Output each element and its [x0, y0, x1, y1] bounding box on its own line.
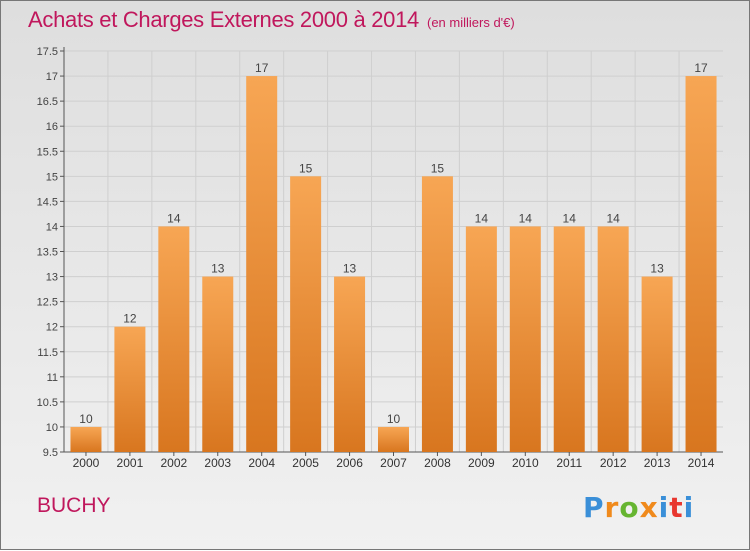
bar — [378, 426, 409, 452]
data-label: 13 — [211, 262, 225, 276]
y-tick-label: 15.5 — [37, 146, 58, 158]
x-tick-label: 2006 — [336, 456, 363, 470]
logo-letter: x — [639, 491, 659, 524]
y-tick-label: 16.5 — [37, 96, 58, 108]
x-tick-labels: 2000 2001 2002 2003 2004 2005 2006 2007 2008 2009… — [73, 456, 715, 470]
bar — [290, 176, 322, 452]
y-tick-label: 17 — [46, 71, 58, 83]
data-label: 13 — [343, 262, 357, 276]
data-label: 10 — [79, 412, 93, 426]
logo-letter: i — [658, 491, 670, 524]
x-tick-label: 2003 — [204, 456, 231, 470]
data-label: 17 — [694, 61, 708, 75]
data-label: 15 — [299, 161, 313, 175]
bar — [597, 226, 629, 452]
x-tick-label: 2014 — [688, 456, 715, 470]
bars — [70, 76, 717, 452]
data-label: 12 — [123, 312, 137, 326]
location-name: BUCHY — [37, 494, 111, 517]
y-tick-label: 10 — [46, 422, 58, 434]
data-label: 10 — [387, 412, 401, 426]
bar — [334, 276, 366, 452]
x-tick-label: 2002 — [160, 456, 187, 470]
bar — [70, 426, 102, 452]
logo-letter: P — [583, 491, 605, 524]
y-tick-label: 9.5 — [43, 447, 58, 459]
y-tick-label: 10.5 — [37, 397, 58, 409]
data-label: 15 — [431, 161, 445, 175]
bar — [246, 76, 278, 452]
logo-letter: r — [604, 491, 620, 524]
y-tick-label: 11.5 — [37, 347, 58, 359]
logo-letter: t — [669, 491, 684, 524]
y-tick-label: 15 — [46, 171, 58, 183]
logo-letter: o — [619, 491, 640, 524]
y-tick-label: 16 — [46, 121, 58, 133]
y-tick-label: 12.5 — [37, 297, 58, 309]
bar — [465, 226, 497, 452]
y-tick-labels: 9.5 10 10.5 11 11.5 12 12.5 13 13.5 14 14.5 15 15.5 1… — [37, 46, 58, 459]
bar — [553, 226, 585, 452]
x-tick-label: 2008 — [424, 456, 451, 470]
y-tick-label: 11 — [47, 372, 58, 384]
bar — [509, 226, 541, 452]
bar — [158, 226, 190, 452]
bar — [685, 76, 717, 452]
bar — [641, 276, 673, 452]
y-tick-label: 17.5 — [37, 46, 58, 58]
data-label: 14 — [606, 211, 620, 225]
x-tick-label: 2005 — [292, 456, 319, 470]
y-tick-label: 13 — [46, 272, 58, 284]
data-label: 14 — [167, 211, 181, 225]
data-label: 13 — [650, 262, 664, 276]
data-label: 14 — [475, 211, 489, 225]
x-tick-label: 2000 — [73, 456, 100, 470]
title-row: Achats et Charges Externes 2000 à 2014 (e… — [28, 7, 515, 33]
data-label: 14 — [519, 211, 533, 225]
y-tick-label: 13.5 — [37, 247, 58, 259]
x-tick-label: 2012 — [600, 456, 627, 470]
x-tick-label: 2010 — [512, 456, 539, 470]
data-labels: 10 12 14 13 17 15 13 10 15 14 14 14 14 13 17 — [79, 61, 708, 426]
x-tick-label: 2004 — [248, 456, 275, 470]
data-label: 14 — [563, 211, 577, 225]
chart-title: Achats et Charges Externes 2000 à 2014 — [28, 7, 419, 32]
bar — [421, 176, 453, 452]
y-tick-label: 14.5 — [37, 196, 58, 208]
x-tick-label: 2009 — [468, 456, 495, 470]
logo-letter: i — [683, 491, 695, 524]
proxiti-logo: Proxiti — [583, 491, 694, 524]
chart-subtitle: (en milliers d'€) — [426, 15, 515, 30]
bar — [202, 276, 234, 452]
y-tick-label: 12 — [46, 322, 58, 334]
bar — [114, 326, 146, 452]
x-tick-label: 2007 — [380, 456, 407, 470]
data-label: 17 — [255, 61, 269, 75]
x-tick-label: 2013 — [644, 456, 671, 470]
x-tick-label: 2011 — [556, 456, 582, 470]
y-tick-label: 14 — [46, 221, 58, 233]
x-tick-label: 2001 — [117, 456, 144, 470]
